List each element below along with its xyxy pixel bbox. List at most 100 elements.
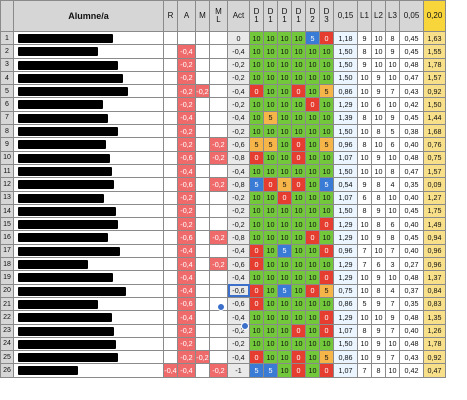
cell-act[interactable]: -0,4 bbox=[227, 270, 250, 285]
cell-d[interactable]: 0 bbox=[319, 243, 334, 259]
cell-020[interactable]: 0,92 bbox=[423, 84, 446, 99]
cell-r[interactable] bbox=[163, 150, 178, 165]
cell-d[interactable]: 10 bbox=[263, 57, 278, 72]
cell-d[interactable]: 10 bbox=[249, 230, 264, 245]
cell-l2[interactable]: 10 bbox=[371, 30, 386, 46]
cell-d[interactable]: 5 bbox=[319, 283, 334, 298]
cell-d[interactable]: 5 bbox=[263, 110, 278, 126]
cell-ml[interactable] bbox=[209, 203, 228, 219]
cell-l3[interactable]: 10 bbox=[385, 270, 400, 285]
student-name-cell[interactable] bbox=[13, 190, 164, 205]
cell-l2[interactable]: 9 bbox=[371, 270, 386, 285]
cell-a[interactable] bbox=[177, 30, 196, 46]
cell-m[interactable] bbox=[195, 110, 210, 126]
cell-l1[interactable]: 10 bbox=[357, 230, 372, 245]
student-name-cell[interactable] bbox=[13, 363, 164, 378]
student-name-cell[interactable] bbox=[13, 163, 164, 179]
cell-d[interactable]: 10 bbox=[305, 84, 320, 99]
cell-005[interactable]: 0,47 bbox=[399, 163, 424, 179]
student-name-cell[interactable] bbox=[13, 243, 164, 259]
cell-act[interactable]: -1 bbox=[227, 363, 250, 378]
cell-d[interactable]: 0 bbox=[249, 257, 264, 272]
cell-l3[interactable]: 10 bbox=[385, 70, 400, 86]
cell-020[interactable]: 0,92 bbox=[423, 350, 446, 365]
cell-d[interactable]: 5 bbox=[277, 243, 292, 259]
cell-r[interactable] bbox=[163, 243, 178, 259]
cell-d[interactable]: 10 bbox=[305, 137, 320, 152]
cell-015[interactable]: 1,29 bbox=[333, 310, 358, 325]
cell-d[interactable]: 10 bbox=[277, 350, 292, 365]
cell-r[interactable] bbox=[163, 217, 178, 232]
cell-d[interactable]: 0 bbox=[319, 310, 334, 325]
cell-d[interactable]: 5 bbox=[319, 350, 334, 365]
cell-l3[interactable]: 4 bbox=[385, 283, 400, 298]
cell-d[interactable]: 10 bbox=[277, 336, 292, 352]
cell-a[interactable]: -0,4 bbox=[177, 44, 196, 59]
cell-d[interactable]: 10 bbox=[319, 57, 334, 72]
cell-d[interactable]: 5 bbox=[263, 137, 278, 152]
cell-m[interactable]: -0,2 bbox=[195, 84, 210, 99]
student-name-cell[interactable] bbox=[13, 177, 164, 192]
cell-d[interactable]: 10 bbox=[319, 163, 334, 179]
header-name[interactable]: Alumne/a bbox=[13, 0, 164, 32]
header-a[interactable]: A bbox=[177, 0, 196, 32]
cell-d[interactable]: 5 bbox=[319, 177, 334, 192]
cell-d[interactable]: 10 bbox=[305, 243, 320, 259]
header-d[interactable]: D 1 bbox=[249, 0, 264, 32]
cell-d[interactable]: 10 bbox=[291, 190, 306, 205]
cell-d[interactable]: 10 bbox=[291, 230, 306, 245]
cell-d[interactable]: 10 bbox=[291, 217, 306, 232]
cell-015[interactable]: 0,96 bbox=[333, 137, 358, 152]
cell-l2[interactable]: 8 bbox=[371, 190, 386, 205]
header-d[interactable]: D 2 bbox=[305, 0, 320, 32]
cell-a[interactable]: -0,2 bbox=[177, 124, 196, 139]
cell-r[interactable] bbox=[163, 44, 178, 59]
cell-l1[interactable]: 8 bbox=[357, 44, 372, 59]
cell-015[interactable]: 1,50 bbox=[333, 57, 358, 72]
cell-d[interactable]: 10 bbox=[319, 296, 334, 312]
cell-020[interactable]: 1,78 bbox=[423, 57, 446, 72]
cell-d[interactable]: 10 bbox=[277, 44, 292, 59]
cell-l2[interactable]: 10 bbox=[371, 243, 386, 259]
cell-l2[interactable]: 9 bbox=[371, 336, 386, 352]
cell-015[interactable]: 0,75 bbox=[333, 283, 358, 298]
header-act[interactable]: Act bbox=[227, 0, 250, 32]
cell-d[interactable]: 0 bbox=[319, 270, 334, 285]
cell-l2[interactable]: 8 bbox=[371, 217, 386, 232]
cell-a[interactable]: -0,6 bbox=[177, 150, 196, 165]
cell-d[interactable]: 10 bbox=[305, 57, 320, 72]
cell-d[interactable]: 10 bbox=[319, 257, 334, 272]
cell-m[interactable] bbox=[195, 163, 210, 179]
cell-ml[interactable]: -0,2 bbox=[209, 137, 228, 152]
cell-020[interactable]: 0,75 bbox=[423, 150, 446, 165]
cell-d[interactable]: 0 bbox=[263, 177, 278, 192]
cell-l3[interactable]: 10 bbox=[385, 363, 400, 378]
cell-r[interactable] bbox=[163, 336, 178, 352]
cell-d[interactable]: 10 bbox=[263, 230, 278, 245]
cell-d[interactable]: 10 bbox=[249, 124, 264, 139]
cell-r[interactable] bbox=[163, 257, 178, 272]
header-d[interactable]: D 1 bbox=[277, 0, 292, 32]
cell-d[interactable]: 10 bbox=[249, 310, 264, 325]
cell-d[interactable]: 10 bbox=[305, 296, 320, 312]
cell-r[interactable] bbox=[163, 177, 178, 192]
cell-l3[interactable]: 10 bbox=[385, 150, 400, 165]
header-d[interactable]: D 1 bbox=[291, 0, 306, 32]
cell-d[interactable]: 10 bbox=[263, 44, 278, 59]
cell-m[interactable] bbox=[195, 323, 210, 338]
cell-d[interactable]: 10 bbox=[249, 323, 264, 338]
cell-l1[interactable]: 5 bbox=[357, 296, 372, 312]
cell-l3[interactable]: 10 bbox=[385, 97, 400, 112]
cell-m[interactable] bbox=[195, 336, 210, 352]
cell-m[interactable] bbox=[195, 190, 210, 205]
cell-020[interactable]: 1,50 bbox=[423, 97, 446, 112]
cell-d[interactable]: 10 bbox=[263, 124, 278, 139]
cell-d[interactable]: 10 bbox=[277, 30, 292, 46]
cell-a[interactable]: -0,4 bbox=[177, 283, 196, 298]
cell-l1[interactable]: 9 bbox=[357, 57, 372, 72]
cell-005[interactable]: 0,45 bbox=[399, 110, 424, 126]
cell-ml[interactable] bbox=[209, 310, 228, 325]
cell-l1[interactable]: 8 bbox=[357, 110, 372, 126]
student-name-cell[interactable] bbox=[13, 84, 164, 99]
cell-a[interactable]: -0,4 bbox=[177, 243, 196, 259]
